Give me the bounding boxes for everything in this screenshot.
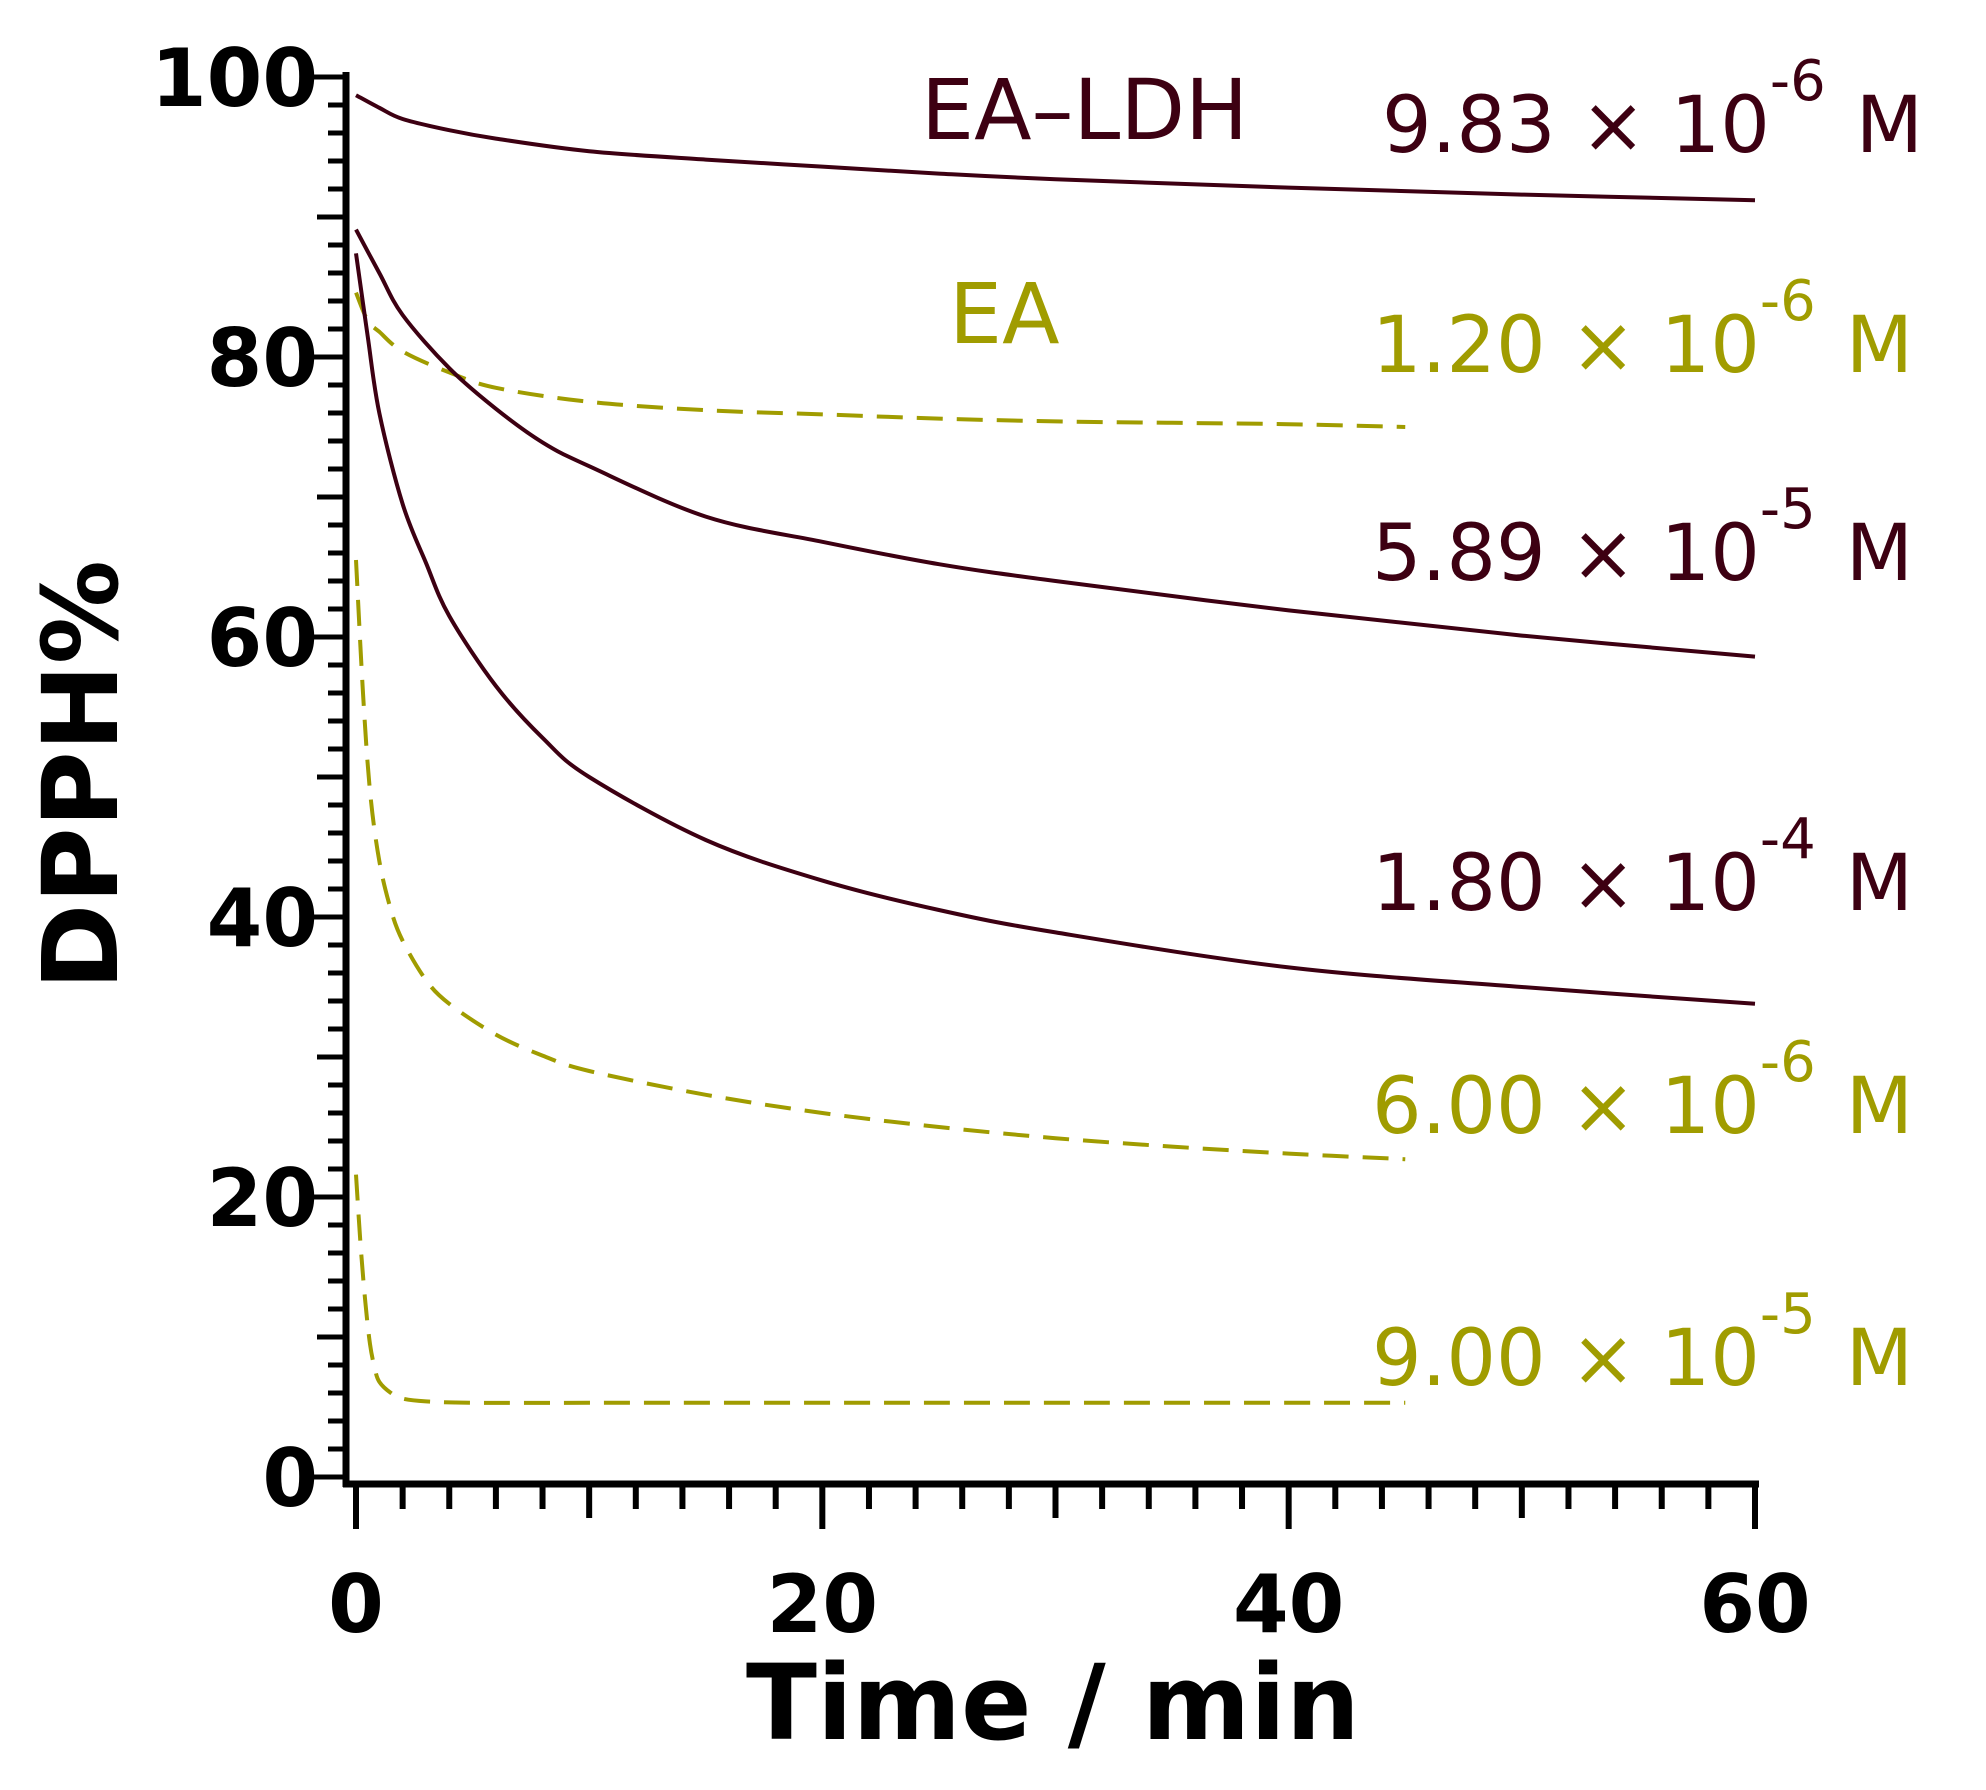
x-axis-title: Time / min [746, 1642, 1360, 1764]
group-label-ea-ldh: EA–LDH [921, 61, 1248, 159]
y-tick-label: 60 [207, 592, 318, 685]
x-tick-label: 0 [328, 1558, 384, 1651]
x-tick-label: 20 [767, 1558, 878, 1651]
group-label-ea: EA [949, 265, 1060, 363]
axes: 0 20 40 60 80 100 0 20 40 60 [151, 32, 1811, 1651]
series-line-4 [354, 559, 1406, 1162]
series-line-5 [354, 1174, 1406, 1405]
x-tick-label: 60 [1699, 1558, 1810, 1651]
y-tick-label: 80 [207, 312, 318, 405]
series-label-1: 1.20 × 10-6 M [1372, 269, 1913, 391]
y-tick-label: 0 [262, 1432, 318, 1525]
y-tick-label: 100 [151, 32, 318, 125]
series-label-0: 9.83 × 10-6 M [1382, 49, 1923, 171]
y-axis-title: DPPH% [20, 560, 142, 990]
series-line-2 [354, 228, 1756, 659]
x-tick-label: 40 [1233, 1558, 1344, 1651]
y-tick-label: 20 [207, 1152, 318, 1245]
series-label-4: 6.00 × 10-6 M [1372, 1030, 1913, 1152]
series-labels: 9.83 × 10-6 M 1.20 × 10-6 M 5.89 × 10-5 M 1.80… [921, 49, 1923, 1404]
series-line-1 [354, 291, 1406, 429]
series-label-5: 9.00 × 10-5 M [1372, 1282, 1913, 1404]
y-tick-label: 40 [207, 872, 318, 965]
series-label-2: 5.89 × 10-5 M [1372, 477, 1913, 599]
series-line-3 [354, 253, 1756, 1006]
series-label-3: 1.80 × 10-4 M [1372, 807, 1913, 929]
series-line-0 [355, 93, 1756, 203]
series-layer [354, 93, 1756, 1405]
